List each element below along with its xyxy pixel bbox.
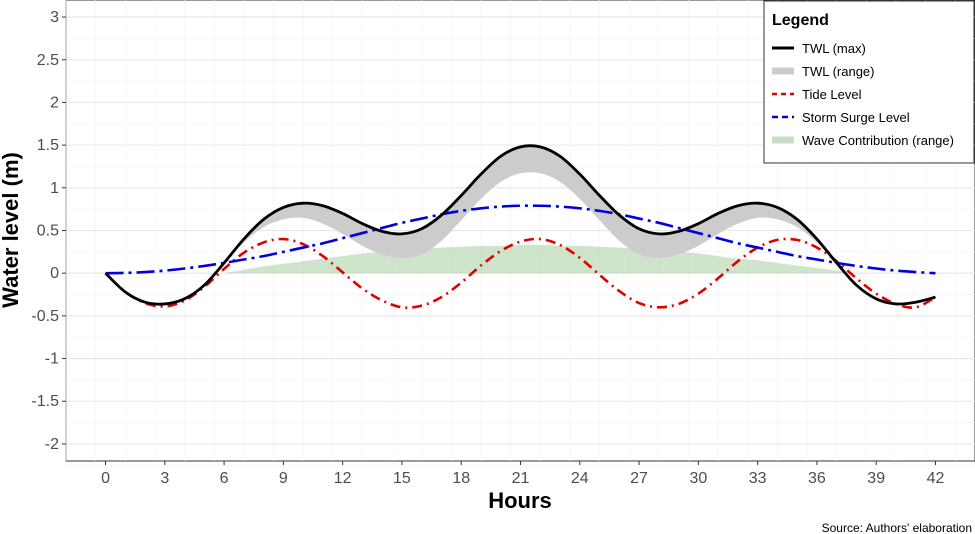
- y-tick-label: -0.5: [31, 308, 59, 325]
- legend-box: [763, 0, 975, 164]
- y-tick-label: 0: [50, 265, 59, 282]
- y-axis-title: Water level (m): [0, 152, 23, 308]
- x-tick-label: 36: [808, 470, 826, 487]
- y-tick-label: -1: [45, 351, 59, 368]
- caption: Source: Authors' elaboration: [822, 521, 972, 534]
- legend-title: Legend: [772, 12, 829, 29]
- legend-label-twl-max: TWL (max): [802, 41, 866, 56]
- x-tick-label: 33: [749, 470, 767, 487]
- legend: Legend TWL (max) TWL (range) Tide Level …: [763, 0, 975, 164]
- y-tick-label: -1.5: [31, 393, 59, 410]
- y-tick-label: 2.5: [37, 52, 59, 69]
- storm-surge-line: [105, 204, 936, 275]
- legend-label-tide-level: Tide Level: [802, 87, 862, 102]
- x-tick-label: 21: [512, 470, 530, 487]
- x-tick-label: 27: [630, 470, 648, 487]
- x-tick-label: 39: [867, 470, 885, 487]
- x-tick-label: 30: [689, 470, 707, 487]
- x-tick-label: 24: [571, 470, 589, 487]
- x-tick-label: 15: [393, 470, 411, 487]
- series-layer: [104, 144, 937, 309]
- y-tick-label: 1: [50, 180, 59, 197]
- x-tick-label: 12: [334, 470, 352, 487]
- x-axis-title: Hours: [488, 488, 552, 513]
- x-tick-label: 9: [279, 470, 288, 487]
- x-tick-label: 6: [220, 470, 229, 487]
- x-tick-label: 0: [101, 470, 110, 487]
- legend-label-storm-surge: Storm Surge Level: [802, 110, 910, 125]
- y-tick-label: -2: [45, 436, 59, 453]
- twl-max-line: [104, 144, 936, 306]
- legend-label-twl-range: TWL (range): [802, 64, 874, 79]
- y-tick-labels: -2 -1.5 -1 -0.5 0 0.5 1 1.5 2 2.5 3: [31, 9, 66, 453]
- x-tick-label: 18: [452, 470, 470, 487]
- tide-level-line: [104, 237, 937, 309]
- x-tick-labels: 0 3 6 9 12 15 18 21 24 27 30 33 36 39 42: [101, 461, 944, 487]
- y-tick-label: 1.5: [37, 137, 59, 154]
- x-tick-label: 3: [160, 470, 169, 487]
- y-tick-label: 3: [50, 9, 59, 26]
- y-tick-label: 0.5: [37, 223, 59, 240]
- x-tick-label: 42: [927, 470, 945, 487]
- legend-label-wave-contribution: Wave Contribution (range): [802, 133, 954, 148]
- y-tick-label: 2: [50, 94, 59, 111]
